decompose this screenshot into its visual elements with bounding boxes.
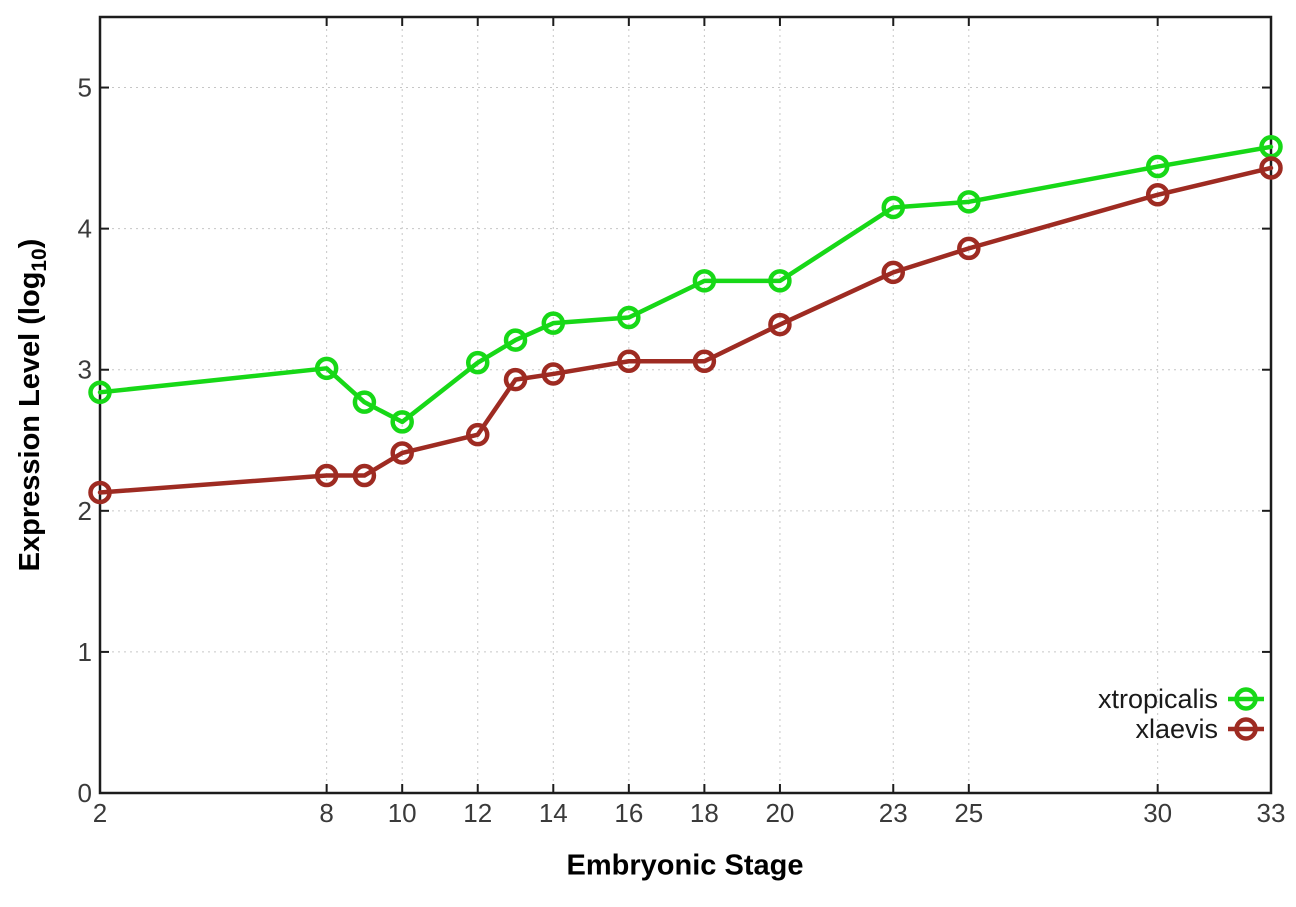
x-tick-label: 30 bbox=[1143, 798, 1172, 828]
series-point-xlaevis-stage-13 bbox=[503, 367, 528, 392]
y-axis-title-text: Expression Level (log bbox=[14, 271, 47, 572]
x-tick-label: 8 bbox=[319, 798, 333, 828]
x-tick-label: 25 bbox=[954, 798, 983, 828]
series-point-xtropicalis-stage-14 bbox=[541, 311, 566, 335]
series-point-xtropicalis-stage-2 bbox=[88, 380, 112, 405]
series-point-xlaevis-stage-33 bbox=[1259, 156, 1283, 180]
x-tick-label: 20 bbox=[765, 798, 794, 828]
series-point-xlaevis-stage-12 bbox=[465, 422, 490, 447]
y-tick-label: 4 bbox=[78, 214, 92, 244]
y-axis-title: Expression Level (log10) bbox=[14, 239, 52, 572]
x-tick-label: 12 bbox=[463, 798, 492, 828]
y-axis-title-close: ) bbox=[14, 238, 47, 249]
series-point-xlaevis-stage-2 bbox=[88, 480, 112, 505]
legend-marker-xlaevis bbox=[1234, 717, 1258, 741]
y-tick-label: 5 bbox=[78, 73, 92, 103]
y-tick-label: 0 bbox=[78, 778, 92, 808]
series-point-xlaevis-stage-10 bbox=[390, 441, 414, 465]
series-point-xtropicalis-stage-18 bbox=[692, 269, 717, 293]
x-tick-label: 2 bbox=[93, 798, 107, 828]
series-point-xlaevis-stage-8 bbox=[314, 463, 339, 488]
x-tick-label: 18 bbox=[690, 798, 719, 828]
x-tick-label: 23 bbox=[879, 798, 908, 828]
series-point-xtropicalis-stage-12 bbox=[465, 350, 490, 375]
series-point-xlaevis-stage-16 bbox=[617, 349, 641, 374]
y-axis-title-subscript: 10 bbox=[27, 248, 51, 272]
series-point-xlaevis-stage-20 bbox=[768, 312, 792, 337]
series-point-xlaevis-stage-9 bbox=[352, 463, 377, 488]
series-point-xtropicalis-stage-25 bbox=[957, 190, 981, 214]
y-tick-label: 2 bbox=[78, 496, 92, 526]
plot-border bbox=[98, 15, 1273, 795]
series-point-xtropicalis-stage-30 bbox=[1145, 154, 1170, 179]
series-point-xlaevis-stage-18 bbox=[692, 349, 717, 374]
x-tick-label: 10 bbox=[388, 798, 417, 828]
series-point-xtropicalis-stage-13 bbox=[503, 328, 528, 352]
series-point-xlaevis-stage-30 bbox=[1145, 183, 1170, 207]
legend-marker-xtropicalis bbox=[1234, 687, 1258, 711]
x-tick-label: 16 bbox=[614, 798, 643, 828]
legend-label-xlaevis: xlaevis bbox=[1135, 714, 1218, 744]
series-point-xtropicalis-stage-10 bbox=[390, 410, 414, 434]
y-tick-label: 3 bbox=[78, 355, 92, 385]
legend-label-xtropicalis: xtropicalis bbox=[1098, 684, 1218, 714]
x-axis-title-text: Embryonic Stage bbox=[566, 849, 804, 882]
series-point-xtropicalis-stage-8 bbox=[314, 356, 339, 381]
series-point-xlaevis-stage-25 bbox=[957, 236, 981, 261]
series-line-xlaevis bbox=[97, 165, 1274, 495]
series-point-xlaevis-stage-23 bbox=[881, 260, 906, 285]
series-point-xlaevis-stage-14 bbox=[541, 362, 566, 386]
series-point-xtropicalis-stage-23 bbox=[881, 195, 906, 220]
x-tick-label: 33 bbox=[1257, 798, 1286, 828]
x-axis-title: Embryonic Stage bbox=[567, 850, 804, 883]
series-line-xtropicalis bbox=[97, 144, 1274, 425]
series-point-xtropicalis-stage-9 bbox=[352, 390, 377, 414]
x-tick-label: 14 bbox=[539, 798, 568, 828]
y-tick-label: 1 bbox=[78, 637, 92, 667]
series-point-xtropicalis-stage-16 bbox=[617, 305, 641, 330]
series-point-xtropicalis-stage-20 bbox=[768, 269, 792, 293]
